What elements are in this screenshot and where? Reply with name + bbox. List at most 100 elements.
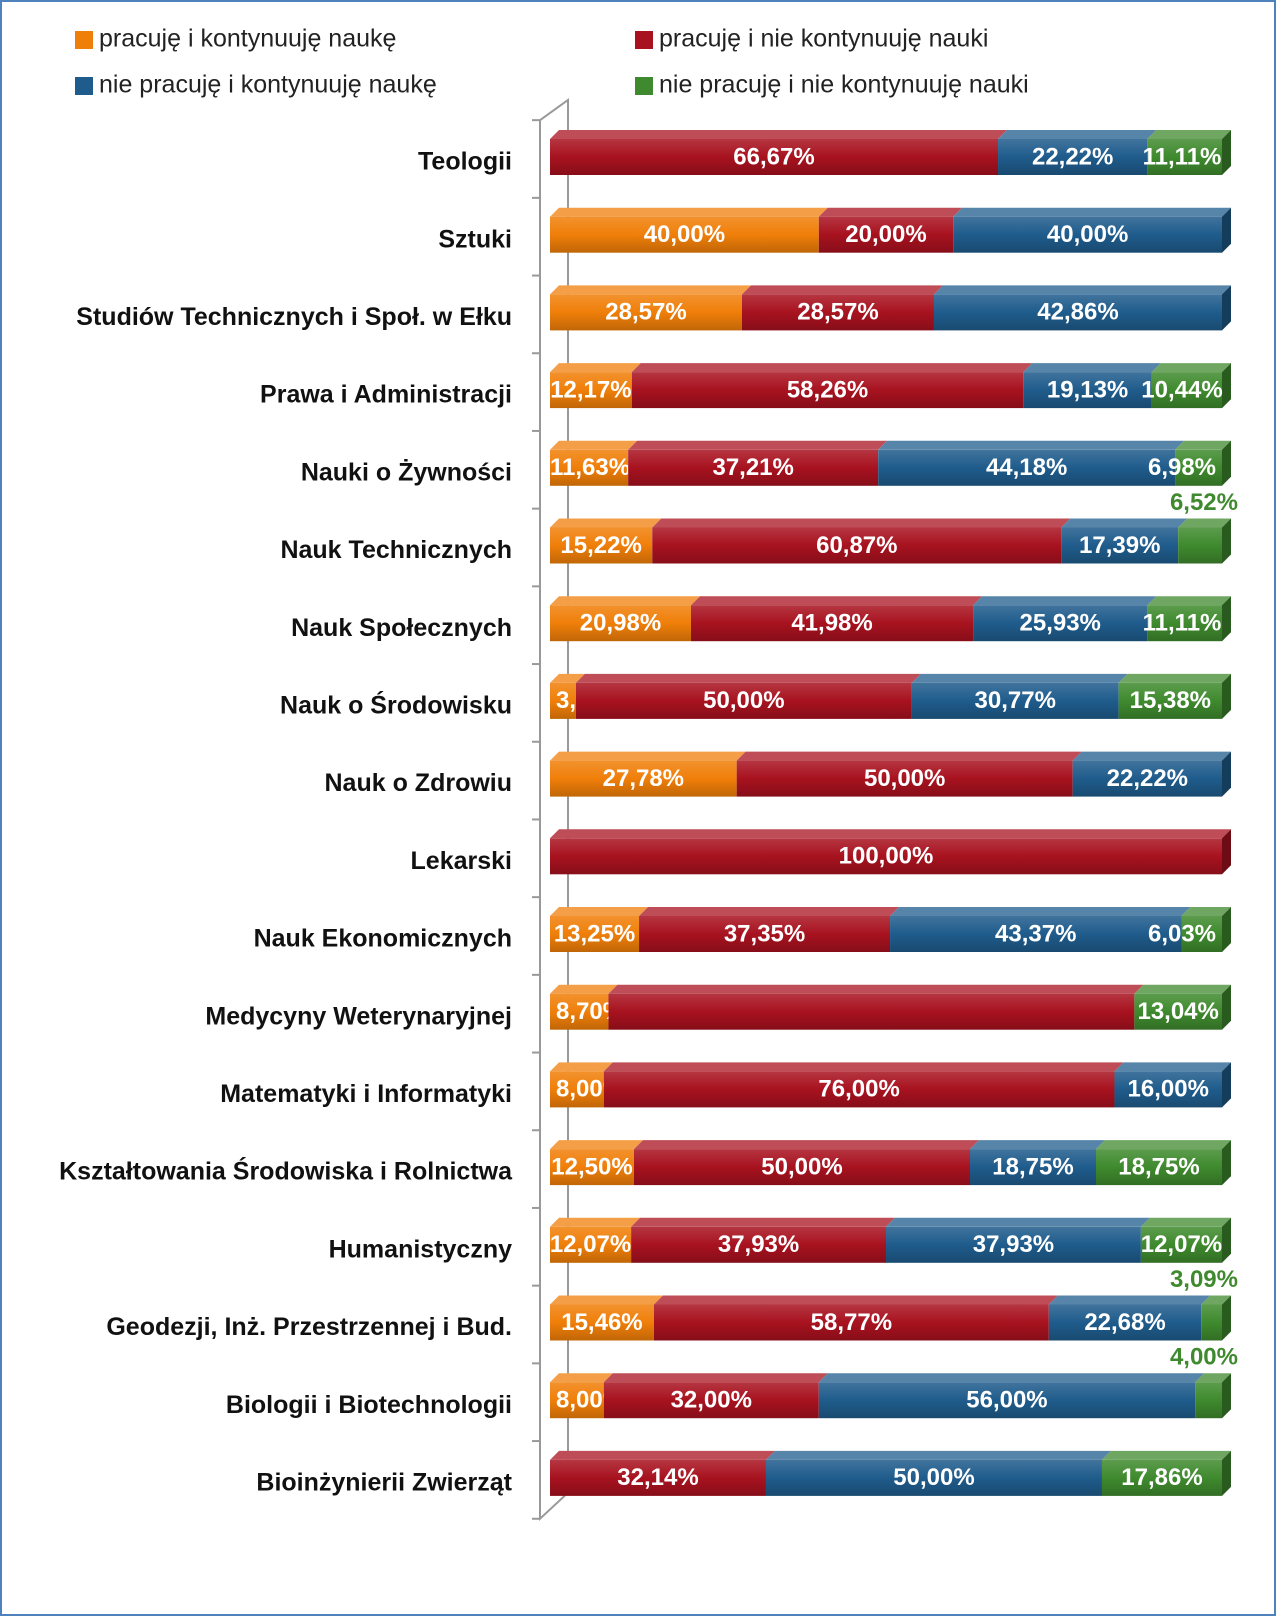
bar-segment	[1118, 682, 1222, 719]
bar-segment	[886, 1226, 1141, 1263]
value-label: 17,39%	[1079, 532, 1160, 559]
value-label: 58,26%	[787, 376, 868, 403]
bar-segment	[1195, 1382, 1222, 1419]
bar-segment	[1151, 372, 1222, 409]
value-label: 18,75%	[992, 1153, 1073, 1180]
bar-top	[890, 907, 1191, 916]
bar-top	[639, 907, 900, 916]
bar-segment	[550, 1459, 766, 1496]
value-label: 13,25%	[554, 920, 635, 947]
bar-top	[603, 1062, 1124, 1072]
value-label: 4,00%	[1170, 1344, 1238, 1371]
bar-top	[1181, 907, 1231, 916]
bar-segment	[818, 216, 954, 253]
bar-side	[1222, 596, 1231, 642]
bar-top	[1201, 1295, 1231, 1305]
bar-top	[1114, 1062, 1231, 1072]
value-label: 12,50%	[551, 1153, 632, 1180]
legend-swatch	[75, 31, 93, 49]
bar-top	[1147, 596, 1231, 606]
bar-side	[1222, 1295, 1231, 1341]
bar-segment	[1101, 1459, 1222, 1496]
bar-side	[1222, 130, 1231, 175]
bar-segment	[550, 216, 819, 253]
bar-segment	[550, 1149, 634, 1186]
bar-segment	[1096, 1149, 1222, 1186]
bar-segment	[741, 294, 934, 331]
bar-side	[1222, 518, 1231, 564]
bar-segment	[550, 838, 1222, 875]
bar-segment	[1072, 760, 1222, 797]
bar-top	[1023, 363, 1161, 373]
bar-segment	[1061, 527, 1179, 564]
bar-side	[1222, 1373, 1231, 1419]
value-label: 50,00%	[761, 1153, 842, 1180]
bar-top	[575, 673, 921, 683]
category-label: Humanistyczny	[329, 1235, 512, 1263]
bar-side	[1222, 984, 1231, 1030]
category-label: Bioinżynierii Zwierząt	[256, 1469, 512, 1497]
bar-top	[550, 829, 1231, 839]
bar-side	[1222, 440, 1231, 486]
bar-segment	[550, 1382, 604, 1419]
bar-segment	[550, 993, 609, 1030]
value-label: 30,77%	[975, 687, 1056, 714]
value-label: 16,00%	[1128, 1076, 1209, 1103]
bar-side	[1222, 363, 1231, 409]
bar-segment	[765, 1459, 1102, 1496]
value-label: 40,00%	[644, 221, 725, 248]
bar-top	[878, 440, 1185, 450]
value-label: 11,63%	[550, 454, 630, 481]
bar-top	[1175, 440, 1231, 450]
value-label: 37,93%	[973, 1231, 1054, 1258]
value-label: 11,11%	[1143, 610, 1222, 637]
value-label: 6,52%	[1170, 489, 1238, 516]
bar-segment	[933, 294, 1222, 331]
bar-side	[1222, 1450, 1231, 1496]
category-label: Sztuki	[438, 225, 512, 253]
value-label: 56,00%	[966, 1387, 1047, 1414]
bar-segment	[1201, 1304, 1222, 1341]
bar-segment	[639, 916, 891, 952]
value-label: 44,18%	[986, 454, 1067, 481]
bar-top	[550, 440, 638, 450]
bar-top	[818, 207, 963, 217]
bar-segment	[550, 1071, 604, 1108]
bar-segment	[550, 527, 653, 564]
bar-side	[1222, 1062, 1231, 1108]
value-label: 15,46%	[561, 1309, 642, 1336]
bar-top	[1147, 130, 1231, 139]
bar-segment	[631, 372, 1024, 409]
bar-top	[1140, 1217, 1231, 1227]
value-label: 28,57%	[797, 299, 878, 326]
category-label: Nauk Technicznych	[280, 536, 512, 564]
category-label: Prawa i Administracji	[260, 381, 512, 409]
value-label: 100,00%	[839, 843, 934, 870]
value-label: 25,93%	[1020, 610, 1101, 637]
bar-segment	[550, 294, 742, 331]
bar-segment	[890, 916, 1182, 952]
value-label: 42,86%	[1037, 299, 1118, 326]
bar-segment	[550, 449, 629, 486]
bar-top	[736, 751, 1082, 761]
bar-segment	[634, 1149, 970, 1186]
bar-top	[628, 440, 888, 450]
category-label: Nauk o Zdrowiu	[325, 769, 513, 797]
bar-segment	[1147, 139, 1222, 175]
category-label: Biologii i Biotechnologii	[226, 1391, 512, 1419]
bar-segment	[628, 449, 879, 486]
value-label: 6,03%	[1148, 920, 1216, 947]
bar-segment	[550, 916, 640, 952]
bar-top	[933, 285, 1231, 295]
bar-side	[1222, 285, 1231, 331]
value-label: 20,00%	[845, 221, 926, 248]
bar-top	[550, 984, 618, 994]
value-label: 17,86%	[1121, 1464, 1202, 1491]
value-label: 15,22%	[560, 532, 641, 559]
bar-side	[1222, 207, 1231, 253]
value-label: 50,00%	[864, 765, 945, 792]
bar-segment	[690, 605, 974, 642]
bar-side	[1222, 829, 1231, 875]
legend-label: pracuję i kontynuuję naukę	[99, 25, 396, 53]
